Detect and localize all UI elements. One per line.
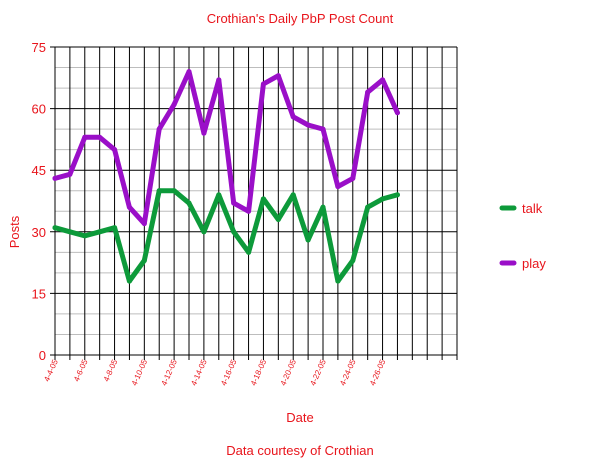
data-point-play: [290, 114, 296, 120]
x-tick-label: 4-12-05: [159, 358, 179, 387]
data-point-talk: [97, 229, 103, 235]
footer-credit: Data courtesy of Crothian: [226, 443, 373, 458]
data-point-talk: [126, 278, 132, 284]
data-point-play: [246, 208, 252, 214]
x-tick-label: 4-22-05: [308, 358, 328, 387]
data-point-talk: [320, 204, 326, 210]
y-tick-label: 75: [32, 40, 46, 55]
data-point-talk: [305, 237, 311, 243]
data-point-play: [216, 77, 222, 83]
data-point-talk: [201, 229, 207, 235]
y-tick-label: 15: [32, 286, 46, 301]
x-tick-label: 4-26-05: [368, 358, 388, 387]
data-point-talk: [365, 204, 371, 210]
data-point-talk: [82, 233, 88, 239]
data-point-play: [305, 122, 311, 128]
data-point-play: [380, 77, 386, 83]
data-point-play: [67, 171, 73, 177]
data-point-play: [260, 81, 266, 87]
data-point-talk: [216, 192, 222, 198]
data-point-play: [126, 204, 132, 210]
x-tick-label: 4-6-05: [72, 358, 90, 383]
y-axis-ticks: 0 15 30 45 60 75: [32, 40, 46, 363]
x-tick-label: 4-16-05: [219, 358, 239, 387]
data-point-play: [231, 200, 237, 206]
x-tick-label: 4-10-05: [130, 358, 150, 387]
y-tick-label: 45: [32, 163, 46, 178]
data-point-play: [112, 147, 118, 153]
data-point-talk: [394, 192, 400, 198]
y-tick-label: 60: [32, 102, 46, 117]
series-line-talk: [52, 188, 400, 284]
data-point-play: [335, 184, 341, 190]
data-point-talk: [171, 188, 177, 194]
x-tick-label: 4-8-05: [102, 358, 120, 383]
data-point-play: [365, 89, 371, 95]
data-point-play: [186, 69, 192, 75]
y-axis-label: Posts: [7, 215, 22, 248]
data-point-play: [201, 130, 207, 136]
data-point-talk: [380, 196, 386, 202]
x-tick-label: 4-24-05: [338, 358, 358, 387]
x-tick-label: 4-20-05: [279, 358, 299, 387]
legend-label-talk: talk: [522, 201, 543, 216]
legend-label-play: play: [522, 256, 546, 271]
series-line-play: [52, 69, 400, 227]
x-tick-label: 4-14-05: [189, 358, 209, 387]
y-tick-label: 0: [39, 348, 46, 363]
data-point-talk: [290, 192, 296, 198]
data-point-talk: [231, 229, 237, 235]
data-point-play: [350, 175, 356, 181]
data-point-play: [156, 126, 162, 132]
x-axis-label: Date: [286, 410, 313, 425]
data-point-talk: [141, 258, 147, 264]
x-tick-label: 4-18-05: [249, 358, 269, 387]
data-point-play: [320, 126, 326, 132]
data-point-play: [52, 175, 58, 181]
plot-grid: [50, 46, 458, 360]
data-point-play: [171, 101, 177, 107]
data-point-talk: [67, 229, 73, 235]
data-point-talk: [186, 200, 192, 206]
data-point-talk: [350, 258, 356, 264]
data-point-talk: [52, 225, 58, 231]
data-point-talk: [335, 278, 341, 284]
data-point-talk: [275, 216, 281, 222]
x-axis-ticks: 4-4-05 4-6-05 4-8-05 4-10-05 4-12-05 4-14-05 4…: [42, 358, 387, 387]
data-point-play: [97, 134, 103, 140]
data-point-play: [275, 73, 281, 79]
data-point-talk: [156, 188, 162, 194]
chart-title: Crothian's Daily PbP Post Count: [207, 11, 394, 26]
legend: talk play: [499, 201, 546, 271]
y-tick-label: 30: [32, 225, 46, 240]
data-point-talk: [246, 249, 252, 255]
data-point-play: [394, 110, 400, 116]
series-lines: [52, 69, 400, 284]
data-point-talk: [112, 225, 118, 231]
data-point-play: [141, 221, 147, 227]
data-point-play: [82, 134, 88, 140]
data-point-talk: [260, 196, 266, 202]
